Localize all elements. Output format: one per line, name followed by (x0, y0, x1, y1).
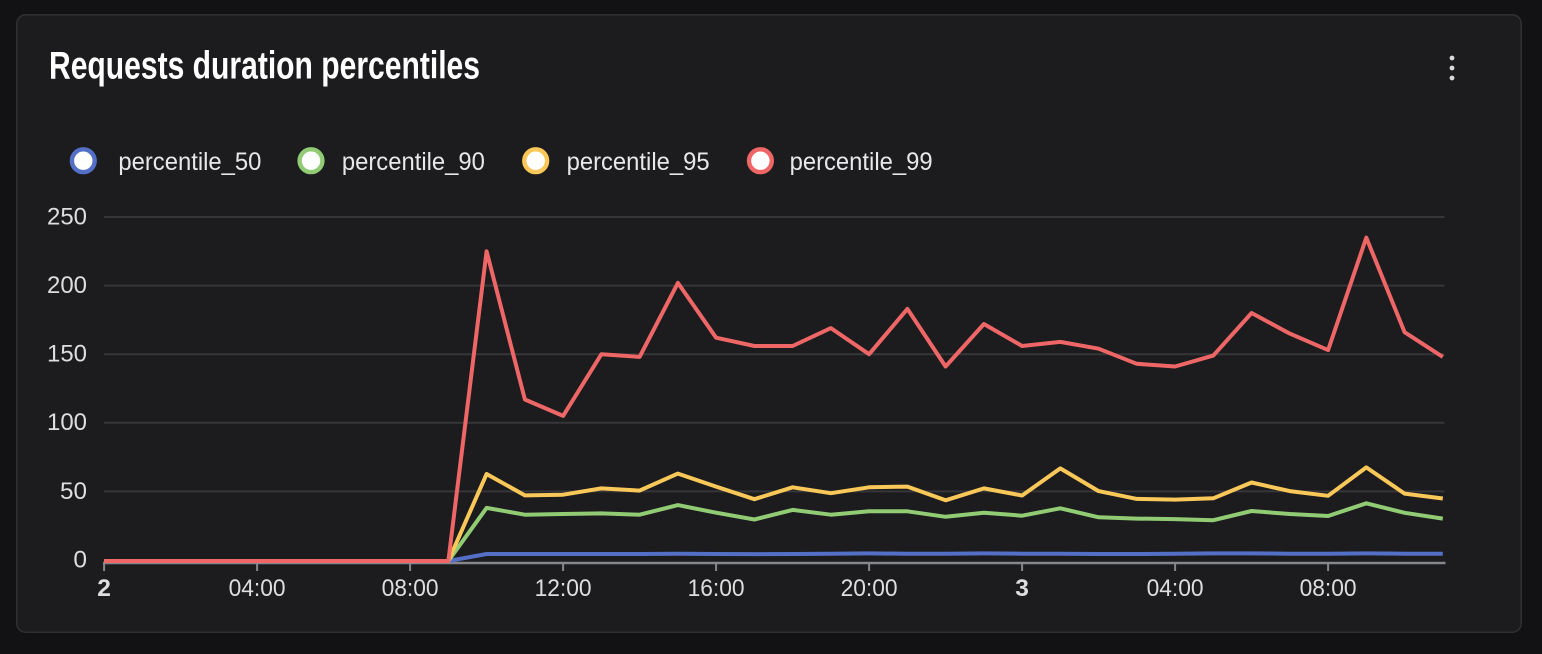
svg-text:08:00: 08:00 (382, 575, 439, 602)
svg-text:04:00: 04:00 (1147, 575, 1204, 602)
svg-text:100: 100 (47, 409, 87, 436)
svg-text:200: 200 (47, 272, 87, 299)
svg-text:percentile_50: percentile_50 (118, 148, 261, 176)
svg-text:150: 150 (47, 341, 87, 368)
svg-text:250: 250 (47, 203, 87, 230)
svg-text:04:00: 04:00 (229, 575, 286, 602)
svg-text:08:00: 08:00 (1300, 575, 1357, 602)
svg-text:2: 2 (97, 575, 111, 602)
svg-text:3: 3 (1015, 575, 1029, 602)
svg-text:16:00: 16:00 (688, 575, 745, 602)
svg-text:50: 50 (60, 478, 87, 505)
svg-text:Requests duration percentiles: Requests duration percentiles (49, 44, 480, 87)
svg-text:20:00: 20:00 (841, 575, 898, 602)
svg-text:12:00: 12:00 (535, 575, 592, 602)
svg-text:percentile_99: percentile_99 (790, 148, 933, 176)
svg-text:0: 0 (73, 546, 87, 573)
svg-text:percentile_95: percentile_95 (567, 148, 710, 176)
svg-text:percentile_90: percentile_90 (342, 148, 485, 176)
